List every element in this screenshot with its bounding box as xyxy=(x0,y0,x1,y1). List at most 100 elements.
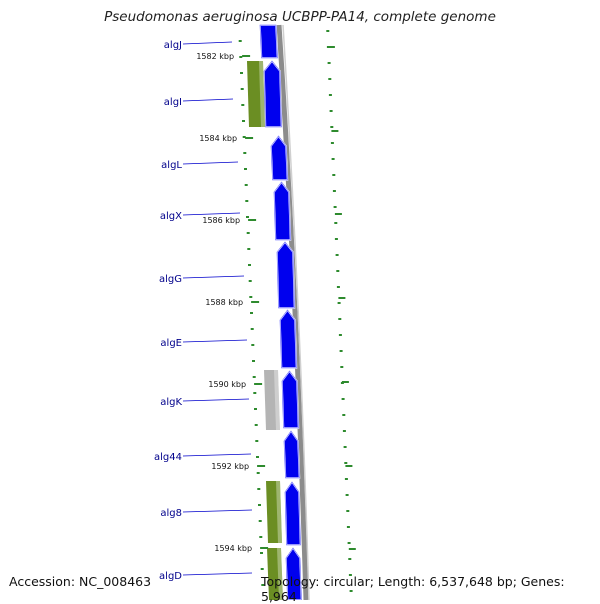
minor-tick xyxy=(252,376,256,378)
kbp-label: 1586 kbp xyxy=(202,216,240,225)
gene-algJ[interactable] xyxy=(259,24,279,59)
gene-algI[interactable] xyxy=(263,59,283,128)
major-tick xyxy=(242,55,251,57)
minor-tick xyxy=(244,184,248,186)
minor-tick xyxy=(248,264,251,266)
minor-tick xyxy=(246,216,249,218)
gene-leader-line xyxy=(182,275,245,279)
minor-tick xyxy=(250,328,254,330)
minor-tick xyxy=(260,552,263,554)
olive-block-3[interactable] xyxy=(267,548,283,600)
minor-tick xyxy=(242,136,246,138)
major-tick xyxy=(257,465,266,467)
minor-tick xyxy=(241,104,245,106)
gene-label[interactable]: algK xyxy=(160,397,182,408)
minor-tick xyxy=(252,360,255,362)
gene-algG[interactable] xyxy=(276,240,296,309)
outer-tick xyxy=(331,158,335,160)
minor-tick xyxy=(257,488,261,490)
outer-tick xyxy=(330,142,334,144)
major-tick xyxy=(245,137,254,139)
gene-label[interactable]: alg44 xyxy=(154,452,182,463)
outer-tick xyxy=(333,206,337,208)
outer-tick xyxy=(335,254,339,256)
gene-alg8-edge xyxy=(284,481,301,546)
minor-tick xyxy=(260,568,264,570)
backbone-highlight xyxy=(282,24,310,600)
minor-tick xyxy=(251,344,255,346)
gene-alg8[interactable] xyxy=(284,480,302,546)
minor-tick xyxy=(256,456,259,458)
gene-leader-line xyxy=(182,98,234,102)
outer-tick xyxy=(339,350,343,352)
inner-ticks xyxy=(238,40,265,586)
outer-major-tick xyxy=(341,381,349,383)
minor-tick xyxy=(258,504,261,506)
outer-tick xyxy=(330,126,334,128)
gene-label[interactable]: algI xyxy=(164,97,182,108)
gene-label[interactable]: algJ xyxy=(164,40,182,51)
outer-major-tick xyxy=(331,130,339,132)
outer-tick xyxy=(338,334,342,336)
gene-algD-edge xyxy=(285,547,302,600)
grey-block[interactable] xyxy=(264,370,280,430)
gene-algK-edge xyxy=(281,370,299,429)
outer-tick xyxy=(329,110,333,112)
outer-major-tick xyxy=(348,548,356,550)
gene-label[interactable]: algE xyxy=(160,338,182,349)
minor-tick xyxy=(244,168,247,170)
olive-block-2[interactable] xyxy=(266,481,282,543)
outer-tick xyxy=(348,574,352,576)
outer-tick xyxy=(342,430,346,432)
gene-label[interactable]: algG xyxy=(159,274,182,285)
outer-major-tick xyxy=(338,297,346,299)
gene-algG-edge xyxy=(276,241,295,309)
outer-tick xyxy=(349,590,353,592)
minor-tick xyxy=(258,520,262,522)
minor-tick xyxy=(254,408,257,410)
outer-tick xyxy=(326,30,330,32)
outer-major-tick xyxy=(334,213,342,215)
map-title: Pseudomonas aeruginosa UCBPP-PA14, compl… xyxy=(104,9,496,25)
outer-tick xyxy=(336,286,340,288)
outer-tick xyxy=(332,190,336,192)
gene-leader-line xyxy=(182,212,241,216)
gene-leader-line xyxy=(182,161,239,165)
outer-tick xyxy=(344,462,348,464)
outer-tick xyxy=(342,414,346,416)
outer-tick xyxy=(341,398,345,400)
minor-tick xyxy=(249,296,253,298)
outer-tick xyxy=(348,558,352,560)
outer-tick xyxy=(327,62,331,64)
major-tick xyxy=(254,383,263,385)
labels: algJ algI algL algX algG algE algK alg44 alg8 alg… xyxy=(154,40,269,582)
gene-label[interactable]: algX xyxy=(160,211,182,222)
minor-tick xyxy=(239,56,243,58)
outer-tick xyxy=(328,78,332,80)
minor-tick xyxy=(243,152,247,154)
gene-label[interactable]: alg8 xyxy=(160,508,182,519)
olive-block-1-shine xyxy=(259,61,265,127)
minor-tick xyxy=(240,72,243,74)
olive-block-1[interactable] xyxy=(247,61,265,127)
olive-block-3-shine xyxy=(277,548,283,600)
outer-major-tick xyxy=(327,46,335,48)
minor-tick xyxy=(261,584,265,586)
outer-tick xyxy=(328,94,332,96)
gene-algI-edge xyxy=(263,60,282,128)
gene-alg44-edge xyxy=(283,430,300,479)
gene-algX-edge xyxy=(273,181,291,241)
outer-tick xyxy=(346,510,350,512)
minor-tick xyxy=(259,536,263,538)
gene-leader-line xyxy=(182,453,252,457)
outer-tick xyxy=(340,366,344,368)
gene-label[interactable]: algD xyxy=(159,571,182,582)
outer-tick xyxy=(334,222,338,224)
minor-tick xyxy=(255,440,259,442)
gene-label[interactable]: algL xyxy=(161,160,182,171)
minor-tick xyxy=(247,248,251,250)
outer-tick xyxy=(332,174,336,176)
kbp-label: 1588 kbp xyxy=(205,298,243,307)
kbp-label: 1592 kbp xyxy=(211,462,249,471)
